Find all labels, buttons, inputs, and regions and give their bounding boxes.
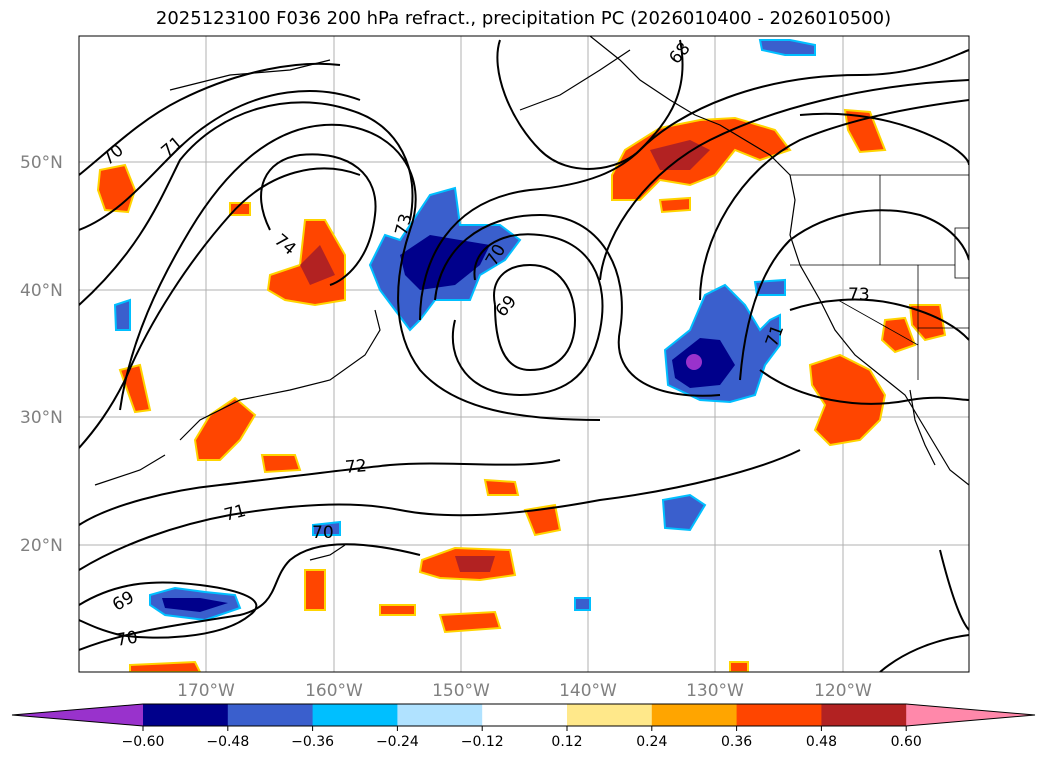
positive-precip-regions (96, 108, 947, 672)
colorbar-segment (651, 704, 738, 726)
state-borders (790, 174, 969, 380)
negative-precip-regions (113, 39, 816, 622)
contour-label: 72 (344, 456, 367, 478)
colorbar-segment (227, 704, 314, 726)
colorbar-segment (143, 704, 229, 726)
lon-label: 160°W (305, 681, 363, 701)
colorbar-tick-label: −0.48 (206, 734, 249, 750)
latitude-labels: 50°N 40°N 30°N 20°N (20, 153, 63, 556)
contour-label: 73 (848, 285, 870, 305)
lon-label: 140°W (559, 681, 617, 701)
lat-label: 50°N (20, 153, 63, 173)
colorbar-tick-label: 0.24 (636, 734, 667, 750)
colorbar-segment (482, 704, 568, 726)
colorbar-tick-label: 0.36 (721, 734, 752, 750)
lat-label: 30°N (20, 408, 63, 428)
colorbar-tick-label: −0.24 (376, 734, 419, 750)
colorbar-tick-label: −0.36 (291, 734, 334, 750)
lat-label: 40°N (20, 281, 63, 301)
lon-label: 150°W (432, 681, 490, 701)
contour-label: 70 (115, 627, 140, 650)
colorbar-extend-max (906, 704, 1035, 726)
colorbar-segment (567, 704, 653, 726)
lon-label: 170°W (177, 681, 235, 701)
colorbar-segment (312, 704, 398, 726)
colorbar-tick-label: 0.12 (551, 734, 582, 750)
colorbar-segment (736, 704, 822, 726)
colorbar-tick-label: 0.60 (891, 734, 922, 750)
map-plot-area (79, 36, 969, 672)
colorbar-tick-label: −0.60 (122, 734, 165, 750)
lon-label: 130°W (686, 681, 744, 701)
coastlines (94, 36, 969, 561)
figure-title: 2025123100 F036 200 hPa refract., precip… (155, 8, 892, 29)
contour-label: 70 (312, 523, 334, 543)
colorbar-extend-min (12, 704, 143, 726)
colorbar-segment (397, 704, 483, 726)
longitude-labels: 170°W 160°W 150°W 140°W 130°W 120°W (177, 681, 872, 701)
map-frame (78, 35, 970, 673)
colorbar-segment (821, 704, 907, 726)
lat-label: 20°N (20, 536, 63, 556)
colorbar-tick-label: −0.12 (461, 734, 504, 750)
colorbar-tick-label: 0.48 (806, 734, 837, 750)
lon-label: 120°W (814, 681, 872, 701)
refractivity-contours (79, 39, 969, 672)
colorbar: −0.60 −0.48 −0.36 −0.24 −0.12 0.12 0.24 0.36 0.4… (11, 703, 1036, 750)
